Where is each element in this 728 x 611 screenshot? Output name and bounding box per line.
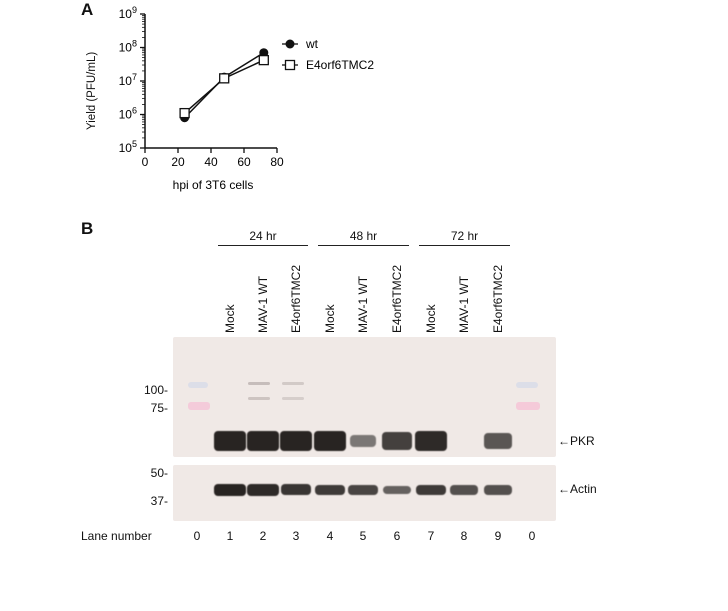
lane-label: E4orf6TMC2 bbox=[390, 264, 404, 333]
x-tick-label: 60 bbox=[237, 155, 251, 169]
ladder-band-pink-right bbox=[516, 402, 540, 410]
actin-band bbox=[415, 484, 447, 496]
y-tick-label: 106 bbox=[119, 106, 137, 122]
lane-label: E4orf6TMC2 bbox=[289, 264, 303, 333]
lane-number: 7 bbox=[427, 529, 435, 543]
legend-entry: wt bbox=[305, 37, 319, 51]
arrow-left-icon: ← bbox=[558, 482, 570, 496]
y-tick-label: 107 bbox=[119, 72, 137, 88]
x-tick-label: 20 bbox=[171, 155, 185, 169]
mw-marker-75: 75- bbox=[150, 401, 168, 415]
faint-band bbox=[282, 382, 304, 385]
lane-number: 5 bbox=[359, 529, 367, 543]
lane-label: Mock bbox=[424, 304, 438, 333]
lane-label: MAV-1 WT bbox=[256, 275, 270, 333]
data-point-wt bbox=[259, 48, 269, 58]
x-tick-label: 80 bbox=[270, 155, 284, 169]
lane-number: 9 bbox=[494, 529, 502, 543]
growth-curve-chart: 105 106 107 108 109 0 20 40 60 80 wt E4orf6TMC2 hp… bbox=[119, 5, 375, 192]
arrow-left-icon: ← bbox=[558, 434, 570, 448]
series-line-wt bbox=[184, 52, 265, 119]
actin-band bbox=[449, 485, 479, 495]
pkr-band bbox=[382, 432, 412, 450]
pkr-band bbox=[280, 431, 312, 451]
y-tick-label: 109 bbox=[119, 5, 137, 21]
legend-entry: E4orf6TMC2 bbox=[306, 58, 374, 72]
pkr-band bbox=[247, 431, 279, 451]
lane-number: 0 bbox=[528, 529, 536, 543]
lane-number: 8 bbox=[460, 529, 468, 543]
actin-band bbox=[383, 485, 411, 495]
lane-label: E4orf6TMC2 bbox=[491, 264, 505, 333]
pkr-band bbox=[483, 433, 513, 449]
lane-label: MAV-1 WT bbox=[457, 275, 471, 333]
ladder-band-pink-left bbox=[188, 402, 210, 410]
lane-label: MAV-1 WT bbox=[356, 275, 370, 333]
mw-marker-100: 100- bbox=[143, 383, 168, 397]
ladder-band-blue-left bbox=[188, 382, 208, 388]
faint-band bbox=[282, 397, 304, 400]
pkr-band bbox=[415, 431, 447, 451]
lane-number: 6 bbox=[393, 529, 401, 543]
legend-marker bbox=[285, 39, 295, 49]
faint-band bbox=[248, 397, 270, 400]
actin-band bbox=[214, 484, 246, 496]
data-point-e4orf6tmc2 bbox=[179, 107, 190, 119]
panel-a-letter: A bbox=[81, 0, 94, 19]
actin-band bbox=[314, 484, 346, 496]
actin-band bbox=[483, 485, 513, 495]
chart-legend: wt E4orf6TMC2 bbox=[282, 37, 374, 72]
timepoint-label: 72 hr bbox=[450, 229, 479, 243]
lane-number: 2 bbox=[259, 529, 267, 543]
panel-b-letter: B bbox=[81, 219, 94, 238]
actin-label: ←Actin bbox=[558, 482, 597, 496]
chart-series bbox=[179, 48, 269, 123]
actin-band bbox=[348, 484, 378, 495]
legend-marker bbox=[284, 59, 296, 71]
chart-axes: 105 106 107 108 109 0 20 40 60 80 bbox=[119, 5, 284, 169]
timepoint-bracket bbox=[218, 245, 308, 246]
lane-number: 4 bbox=[326, 529, 334, 543]
pkr-band bbox=[314, 431, 346, 451]
lane-label: Mock bbox=[223, 304, 237, 333]
timepoint-bracket bbox=[419, 245, 510, 246]
pkr-label-text: PKR bbox=[570, 434, 595, 448]
lane-number-label: Lane number bbox=[81, 529, 152, 543]
mw-marker-50: 50- bbox=[150, 466, 168, 480]
data-point-e4orf6tmc2 bbox=[258, 54, 269, 66]
y-tick-label: 105 bbox=[119, 139, 137, 155]
timepoint-label: 24 hr bbox=[249, 229, 277, 243]
y-tick-label: 108 bbox=[119, 39, 137, 55]
lane-number: 0 bbox=[193, 529, 201, 543]
y-axis-label: Yield (PFU/mL) bbox=[86, 51, 98, 130]
actin-label-text: Actin bbox=[570, 482, 597, 496]
data-point-e4orf6tmc2 bbox=[219, 73, 230, 84]
lane-number: 1 bbox=[226, 529, 234, 543]
pkr-label: ←PKR bbox=[558, 434, 595, 448]
pkr-band bbox=[214, 431, 246, 451]
timepoint-bracket bbox=[318, 245, 409, 246]
x-axis-label: hpi of 3T6 cells bbox=[173, 178, 254, 192]
actin-band bbox=[280, 484, 312, 496]
lane-number: 3 bbox=[292, 529, 300, 543]
ladder-band-blue-right bbox=[516, 382, 538, 388]
lane-label: Mock bbox=[323, 304, 337, 333]
pkr-band bbox=[350, 435, 376, 447]
x-tick-label: 0 bbox=[142, 155, 149, 169]
actin-band bbox=[247, 484, 279, 496]
mw-marker-37: 37- bbox=[150, 494, 168, 508]
faint-band bbox=[248, 382, 270, 385]
timepoint-label: 48 hr bbox=[349, 229, 378, 243]
x-tick-label: 40 bbox=[204, 155, 218, 169]
